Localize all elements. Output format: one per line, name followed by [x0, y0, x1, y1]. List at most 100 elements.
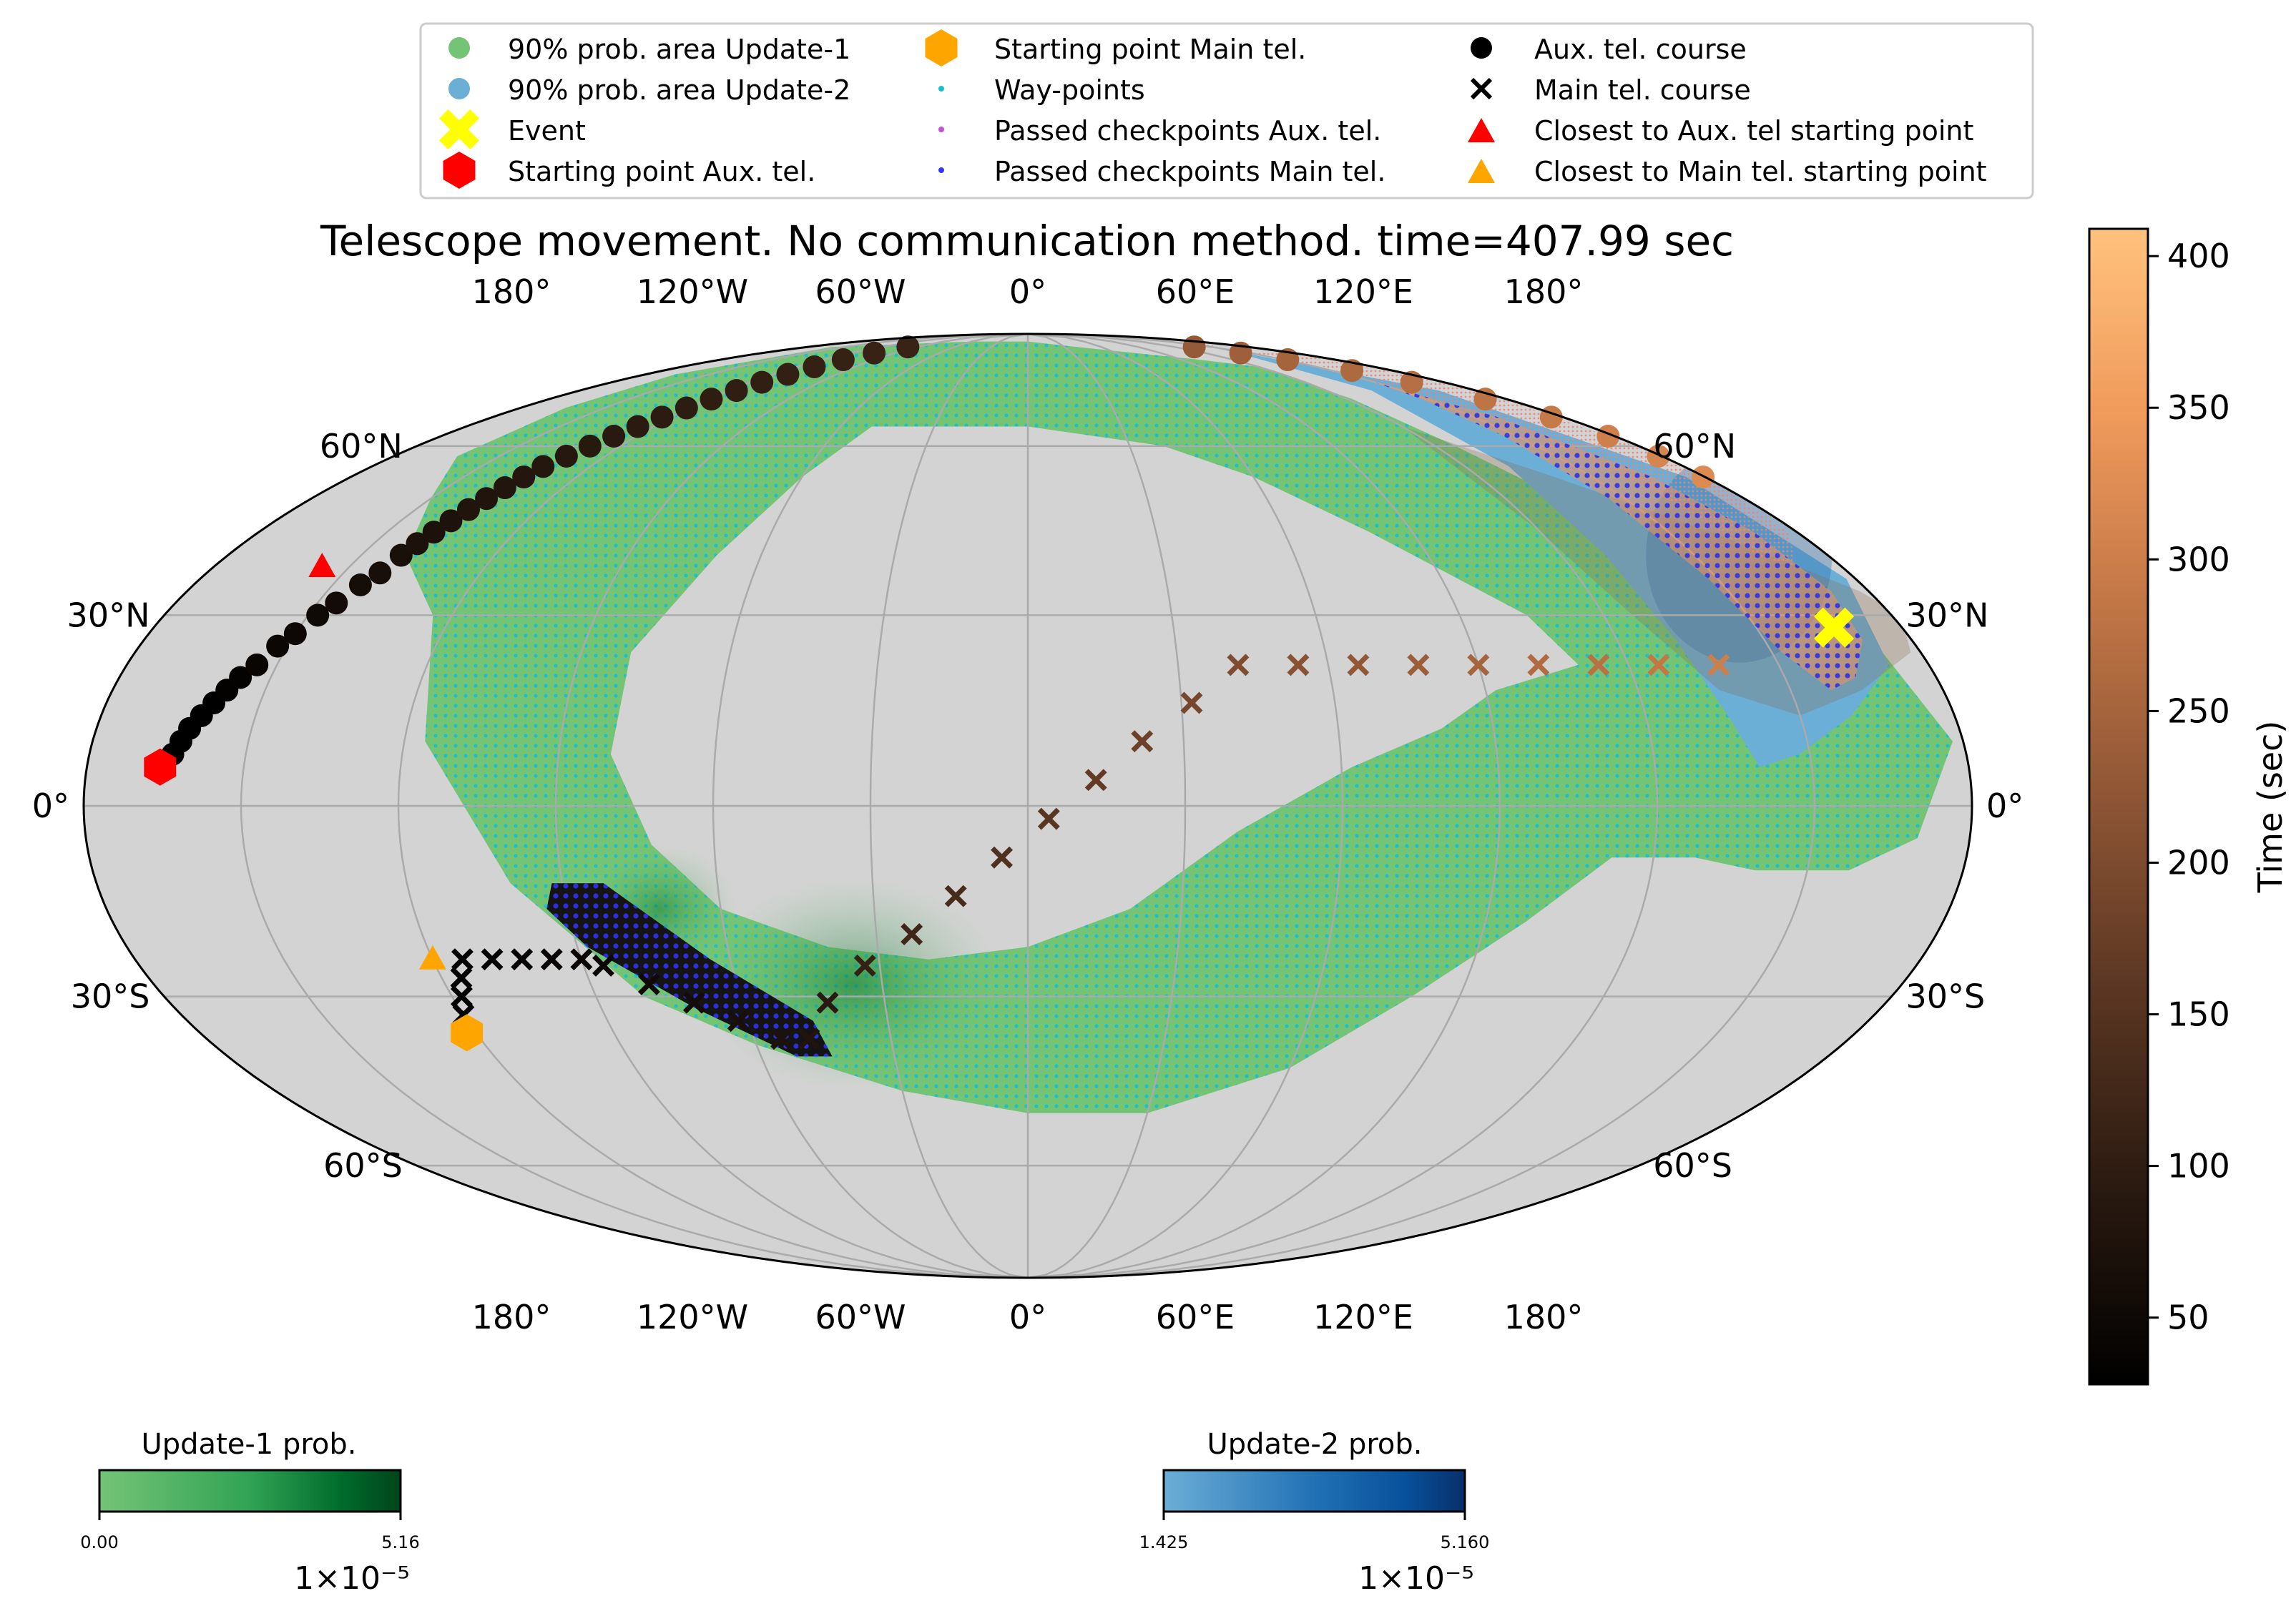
aux-tel-course-marker: [439, 509, 463, 533]
aux-tel-course-marker: [1340, 359, 1364, 383]
colorbar-update1-max: 5.16: [381, 1532, 419, 1552]
colorbar-update1-title: Update-1 prob.: [142, 1428, 357, 1461]
main-tel-course-marker: [637, 972, 660, 995]
aux-tel-course-marker: [700, 388, 723, 411]
aux-tel-course-marker: [1647, 444, 1670, 468]
aux-tel-course-marker: [750, 370, 774, 394]
lat-tick-label-right: 30°S: [1905, 977, 1985, 1016]
legend-entry: Main tel. course: [1470, 74, 1751, 106]
lat-tick-label-right: 60°S: [1653, 1146, 1732, 1185]
lat-tick-label-left: 0°: [32, 787, 69, 825]
main-tel-course-marker: [798, 1028, 820, 1050]
main-tel-course-marker: [511, 948, 534, 971]
colorbar-time-label: Time (sec): [2251, 721, 2290, 894]
lat-tick-label-right: 0°: [1986, 787, 2023, 825]
legend-marker: [443, 152, 476, 189]
legend-label: Passed checkpoints Main tel.: [994, 156, 1385, 187]
legend-label: Closest to Aux. tel starting point: [1534, 115, 1973, 147]
lon-tick-label-top: 0°: [1009, 272, 1046, 311]
legend-entry: 90% prob. area Update-1: [448, 34, 850, 65]
main-tel-course-marker: [570, 948, 593, 971]
aux-tel-course-marker: [831, 348, 855, 372]
main-tel-course-marker: [816, 991, 839, 1014]
aux-tel-course-marker: [456, 498, 480, 521]
main-tel-course-marker: [1707, 654, 1730, 676]
lon-tick-label-top: 60°W: [815, 272, 906, 311]
lat-tick-label-left: 60°N: [320, 427, 403, 465]
legend-label: Starting point Main tel.: [994, 34, 1306, 65]
legend-entry: Closest to Aux. tel starting point: [1468, 115, 1973, 147]
aux-tel-course-marker: [896, 335, 920, 359]
legend-label: Passed checkpoints Aux. tel.: [994, 115, 1381, 147]
colorbar-update2: Update-2 prob. 1.425 5.160 1×10⁻⁵: [1139, 1428, 1490, 1597]
legend-marker: [1471, 37, 1492, 59]
main-tel-course-marker: [1287, 654, 1310, 676]
aux-checkpoints: [1374, 382, 1863, 691]
aux-tel-course-marker: [306, 603, 330, 627]
colorbar-update1-bar: [98, 1469, 402, 1513]
colorbar-update2-title: Update-2 prob.: [1207, 1428, 1423, 1461]
main-tel-course-marker: [540, 948, 563, 971]
map-outline: [82, 332, 1973, 1279]
tick-labels: 180° 180° 120°W 120°W 60°W 60°W 0° 0° 60°E 60°E 12…: [32, 272, 2024, 1336]
main-tel-course-marker: [1180, 691, 1203, 714]
legend-marker: [448, 37, 470, 59]
lon-tick-label-bottom: 180°: [472, 1298, 551, 1336]
main-tel-course-marker: [1407, 654, 1430, 676]
colorbar-time-tick-label: 250: [2167, 691, 2230, 730]
legend-marker: [448, 78, 470, 99]
main-tel-course-marker: [1084, 769, 1107, 792]
legend-marker: [439, 109, 479, 149]
event-marker: [1814, 607, 1855, 648]
aux-tel-course-marker: [674, 396, 698, 420]
aux-tel-course-marker: [406, 532, 429, 556]
legend: 90% prob. area Update-1 90% prob. area Up…: [419, 22, 2034, 199]
lon-tick-label-bottom: 120°E: [1313, 1298, 1413, 1336]
colorbar-time-tick-label: 400: [2167, 237, 2230, 275]
colorbar-time-tick-label: 50: [2167, 1299, 2209, 1337]
legend-marker: [1468, 159, 1495, 183]
main-tel-course-marker: [1587, 654, 1610, 676]
aux-tel-course-marker: [283, 622, 307, 646]
waypoints-area: [406, 341, 1953, 1113]
main-tel-course-marker: [450, 985, 473, 1008]
aux-tel-course-marker: [368, 561, 392, 585]
main-tel-course-marker: [592, 954, 615, 977]
lon-tick-label-top: 180°: [472, 272, 551, 311]
lat-tick-label-right: 30°N: [1905, 596, 1988, 634]
lat-tick-label-left: 30°N: [67, 596, 150, 634]
legend-label: Starting point Aux. tel.: [508, 156, 815, 187]
main-tel-course-marker: [451, 948, 474, 971]
aux-tel-course-marker: [229, 666, 252, 689]
main-closest-marker: [418, 945, 446, 970]
legend-entry: 90% prob. area Update-2: [448, 74, 850, 106]
lon-tick-label-bottom: 60°W: [815, 1298, 906, 1336]
chart-title: Telescope movement. No communication met…: [320, 217, 1734, 265]
main-tel-course-marker: [853, 954, 876, 977]
aux-tel-course-marker: [578, 434, 602, 458]
main-tel-course-marker: [1131, 730, 1154, 753]
colorbar-update1-scale: 1×10⁻⁵: [294, 1560, 410, 1597]
main-tel-course-marker: [1037, 807, 1060, 830]
colorbar-update1-min: 0.00: [80, 1532, 118, 1552]
legend-marker: [938, 86, 944, 92]
main-tel-course-marker: [770, 1028, 793, 1050]
aux-closest-marker: [308, 553, 336, 577]
legend-box: [419, 22, 2034, 199]
colorbar-time-tick-label: 200: [2167, 843, 2230, 882]
main-tel-course-marker: [727, 1010, 750, 1033]
main-tel-course-marker: [944, 885, 967, 907]
main-tel-course-marker: [1527, 654, 1550, 676]
colorbar-update2-min: 1.425: [1139, 1532, 1189, 1552]
lat-tick-label-right: 60°N: [1653, 427, 1736, 465]
legend-entry: Passed checkpoints Main tel.: [938, 156, 1385, 187]
aux-tel-course-marker: [531, 455, 555, 478]
main-tel-course-marker: [1647, 654, 1670, 676]
legend-label: Main tel. course: [1534, 74, 1751, 106]
legend-marker: [1470, 77, 1493, 100]
aux-tel-course-marker: [1539, 405, 1563, 429]
legend-label: Event: [508, 115, 586, 147]
aux-tel-course-marker: [803, 355, 826, 378]
main-tel-course-marker: [450, 967, 473, 990]
